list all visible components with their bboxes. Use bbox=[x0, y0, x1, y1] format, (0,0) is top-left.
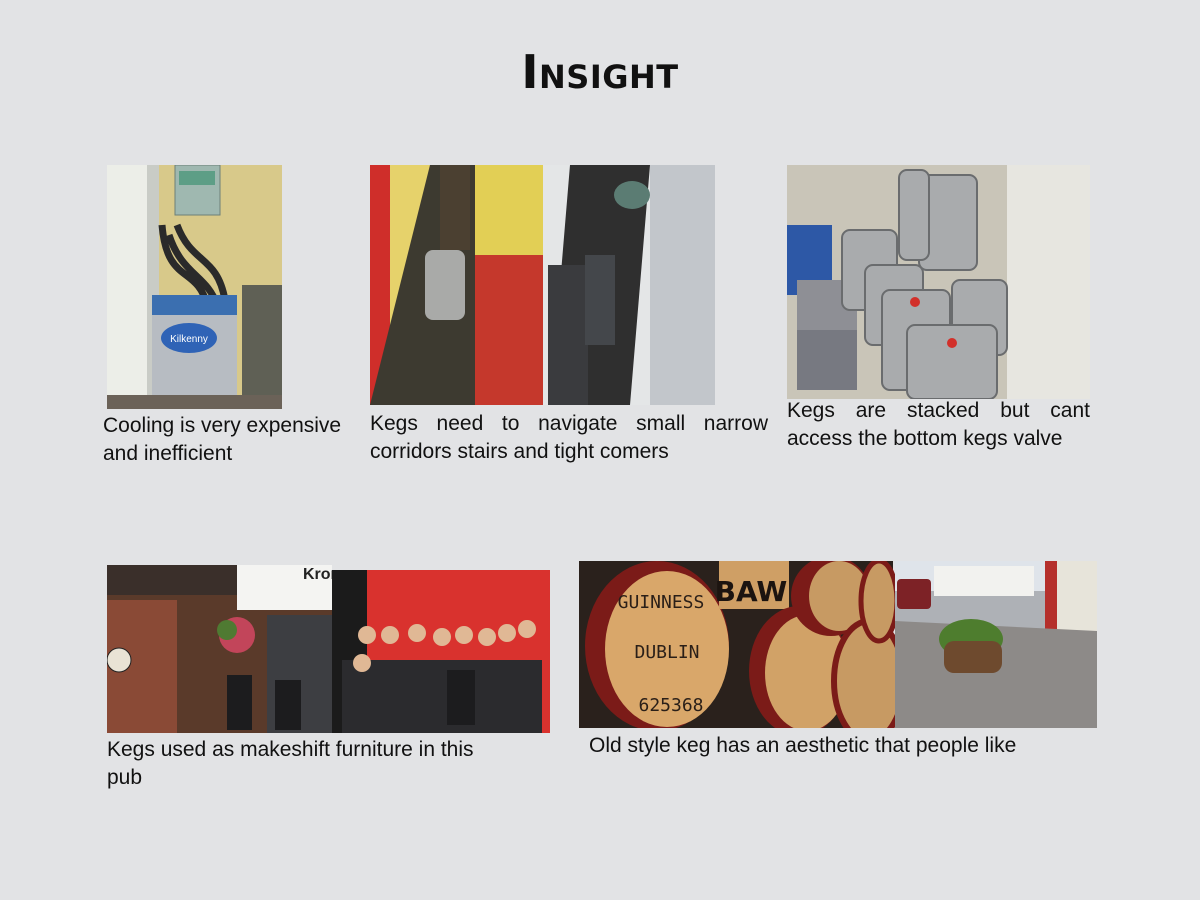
slide-title: Insight bbox=[521, 45, 679, 99]
caption-aesthetic: Old style keg has an aesthetic that peop… bbox=[589, 734, 1017, 757]
kron-sign: Kron bbox=[303, 566, 340, 583]
barrel-aesthetic-photos: GUINNESS DUBLIN 625368 BAW bbox=[579, 561, 1097, 728]
corridor-photos bbox=[370, 165, 715, 405]
kilkenny-sign: Kilkenny bbox=[170, 334, 208, 345]
stacked-kegs-photo bbox=[787, 165, 1090, 399]
caption-pub-furniture: Kegs used as makeshift furniture in this… bbox=[107, 738, 474, 789]
cooling-unit-photo: Kilkenny bbox=[107, 165, 282, 409]
caption-cooling: Cooling is very expensive and inefficien… bbox=[103, 414, 342, 465]
barrel-text-guinness: GUINNESS bbox=[618, 592, 705, 613]
barrel-text-number: 625368 bbox=[638, 695, 703, 716]
caption-corridors: Kegs need to navigate small narrow corri… bbox=[370, 412, 768, 463]
barrel-text-top: BAW bbox=[715, 575, 788, 608]
barrel-text-dublin: DUBLIN bbox=[634, 642, 699, 663]
pub-furniture-photos: Kron bbox=[107, 565, 550, 733]
caption-stacked-kegs: Kegs are stacked but cant access the bot… bbox=[787, 399, 1090, 450]
